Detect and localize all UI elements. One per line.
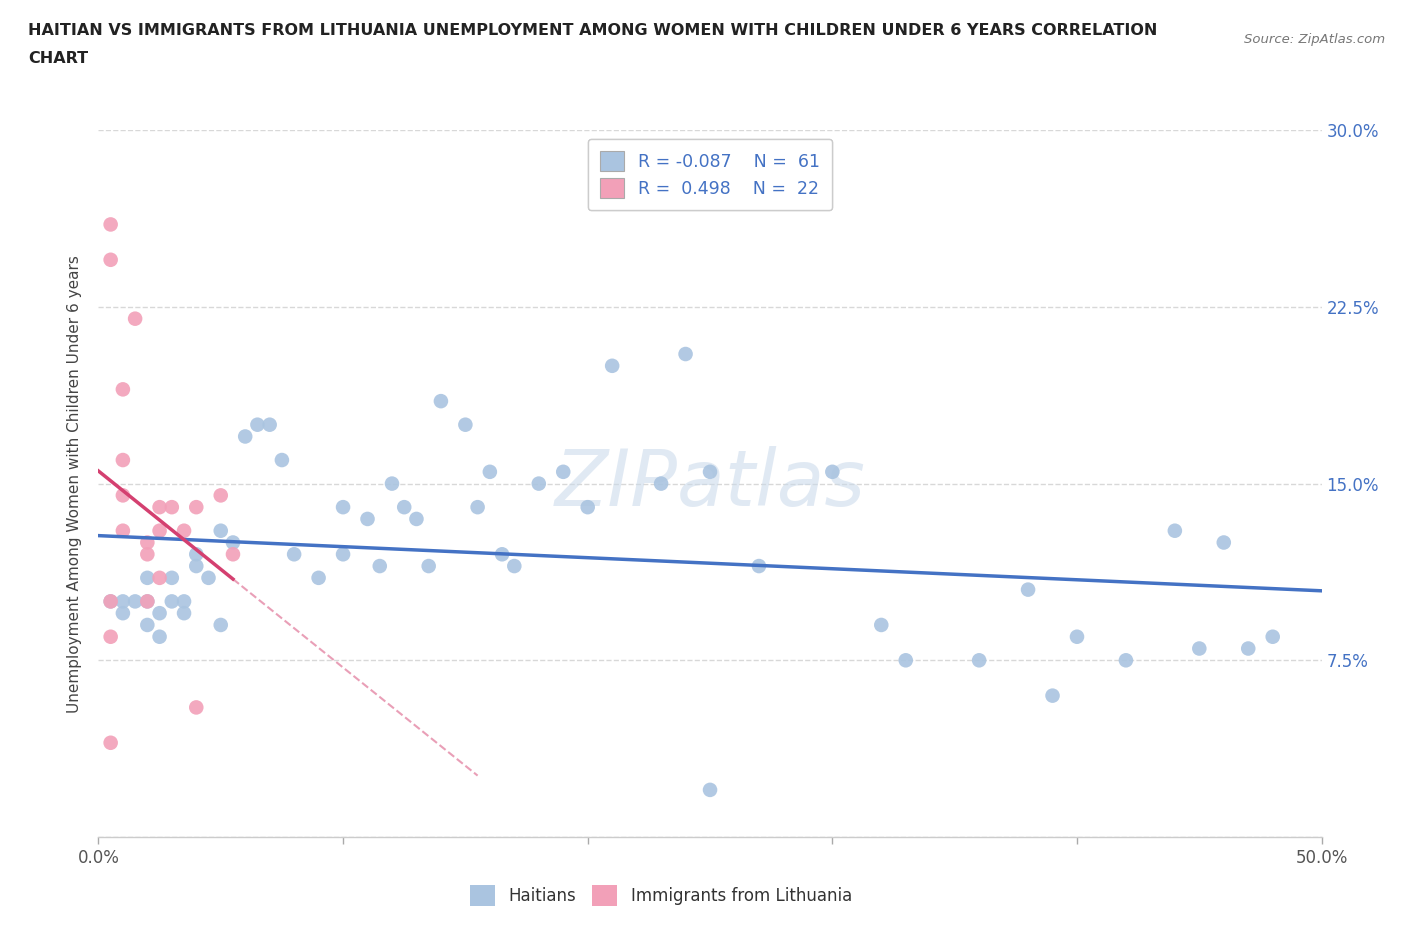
Point <box>209 618 232 632</box>
Point <box>650 476 672 491</box>
Point <box>111 524 134 538</box>
Point <box>186 499 208 514</box>
Point <box>430 393 453 408</box>
Point <box>111 453 134 468</box>
Y-axis label: Unemployment Among Women with Children Under 6 years: Unemployment Among Women with Children U… <box>67 255 83 712</box>
Point <box>527 476 550 491</box>
Point <box>111 605 134 620</box>
Point <box>136 594 159 609</box>
Point <box>222 547 245 562</box>
Point <box>553 464 575 479</box>
Point <box>699 782 721 797</box>
Point <box>1115 653 1137 668</box>
Point <box>405 512 427 526</box>
Point <box>491 547 513 562</box>
Point <box>821 464 844 479</box>
Point <box>173 605 195 620</box>
Point <box>186 547 208 562</box>
Point <box>870 618 893 632</box>
Point <box>100 594 122 609</box>
Point <box>111 594 134 609</box>
Point <box>1261 630 1284 644</box>
Point <box>136 547 159 562</box>
Point <box>381 476 404 491</box>
Point <box>136 570 159 585</box>
Point <box>136 618 159 632</box>
Point <box>136 535 159 550</box>
Point <box>246 418 269 432</box>
Point <box>600 358 623 373</box>
Point <box>356 512 378 526</box>
Point <box>1188 641 1211 656</box>
Point <box>967 653 990 668</box>
Point <box>1066 630 1088 644</box>
Point <box>160 499 183 514</box>
Point <box>100 630 122 644</box>
Point <box>111 488 134 503</box>
Text: CHART: CHART <box>28 51 89 66</box>
Point <box>160 570 183 585</box>
Point <box>1237 641 1260 656</box>
Point <box>1212 535 1234 550</box>
Text: Source: ZipAtlas.com: Source: ZipAtlas.com <box>1244 33 1385 46</box>
Point <box>100 736 122 751</box>
Point <box>100 252 122 267</box>
Point <box>136 594 159 609</box>
Point <box>748 559 770 574</box>
Point <box>259 418 281 432</box>
Point <box>209 524 232 538</box>
Point <box>270 453 294 468</box>
Point <box>100 594 122 609</box>
Legend: R = -0.087    N =  61, R =  0.498    N =  22: R = -0.087 N = 61, R = 0.498 N = 22 <box>588 139 832 210</box>
Point <box>149 499 172 514</box>
Point <box>699 464 721 479</box>
Point <box>454 418 477 432</box>
Point <box>675 347 697 362</box>
Point <box>186 700 208 715</box>
Point <box>222 535 245 550</box>
Point <box>368 559 391 574</box>
Point <box>233 429 256 444</box>
Text: ZIPatlas: ZIPatlas <box>554 445 866 522</box>
Point <box>173 594 195 609</box>
Point <box>467 499 489 514</box>
Point <box>308 570 330 585</box>
Point <box>149 630 172 644</box>
Point <box>478 464 501 479</box>
Point <box>111 382 134 397</box>
Point <box>124 312 146 326</box>
Legend: Haitians, Immigrants from Lithuania: Haitians, Immigrants from Lithuania <box>463 879 859 912</box>
Point <box>392 499 416 514</box>
Point <box>332 547 354 562</box>
Point <box>149 605 172 620</box>
Point <box>209 488 232 503</box>
Point <box>283 547 305 562</box>
Point <box>894 653 917 668</box>
Point <box>124 594 146 609</box>
Point <box>1164 524 1187 538</box>
Point <box>173 524 195 538</box>
Point <box>160 594 183 609</box>
Point <box>197 570 219 585</box>
Point <box>149 570 172 585</box>
Point <box>418 559 440 574</box>
Point <box>149 524 172 538</box>
Point <box>186 559 208 574</box>
Text: HAITIAN VS IMMIGRANTS FROM LITHUANIA UNEMPLOYMENT AMONG WOMEN WITH CHILDREN UNDE: HAITIAN VS IMMIGRANTS FROM LITHUANIA UNE… <box>28 23 1157 38</box>
Point <box>1017 582 1039 597</box>
Point <box>1042 688 1064 703</box>
Point <box>332 499 354 514</box>
Point <box>100 217 122 232</box>
Point <box>503 559 526 574</box>
Point <box>576 499 599 514</box>
